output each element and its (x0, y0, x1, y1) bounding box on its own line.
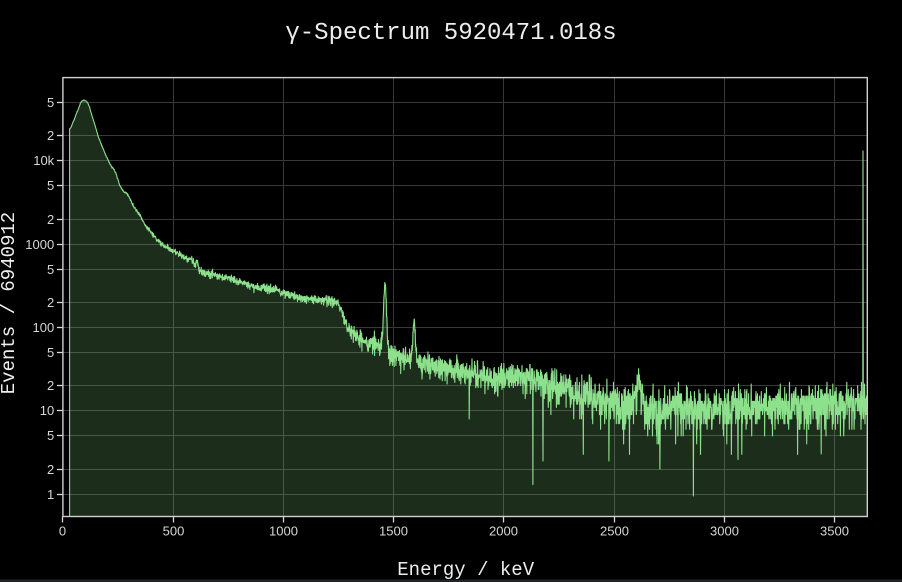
svg-text:5: 5 (47, 178, 54, 193)
svg-text:1: 1 (47, 487, 54, 502)
svg-text:2: 2 (47, 295, 54, 310)
svg-text:2: 2 (47, 128, 54, 143)
svg-text:5: 5 (47, 95, 54, 110)
svg-text:Energy / keV: Energy / keV (397, 559, 534, 581)
svg-text:10k: 10k (33, 153, 54, 168)
svg-text:500: 500 (163, 524, 185, 539)
svg-text:0: 0 (59, 524, 66, 539)
svg-text:5: 5 (47, 428, 54, 443)
svg-text:5: 5 (47, 345, 54, 360)
svg-text:100: 100 (32, 320, 54, 335)
svg-text:10: 10 (40, 403, 54, 418)
svg-text:1000: 1000 (25, 237, 54, 252)
svg-text:2: 2 (47, 462, 54, 477)
svg-text:2000: 2000 (489, 524, 518, 539)
svg-text:5: 5 (47, 262, 54, 277)
svg-text:2500: 2500 (600, 524, 629, 539)
svg-text:2: 2 (47, 378, 54, 393)
svg-text:3000: 3000 (710, 524, 739, 539)
svg-text:3500: 3500 (820, 524, 849, 539)
svg-text:γ-Spectrum 5920471.018s: γ-Spectrum 5920471.018s (285, 20, 616, 47)
svg-text:2: 2 (47, 212, 54, 227)
svg-text:1500: 1500 (379, 524, 408, 539)
svg-text:1000: 1000 (269, 524, 298, 539)
svg-text:Events / 6940912: Events / 6940912 (0, 212, 20, 394)
